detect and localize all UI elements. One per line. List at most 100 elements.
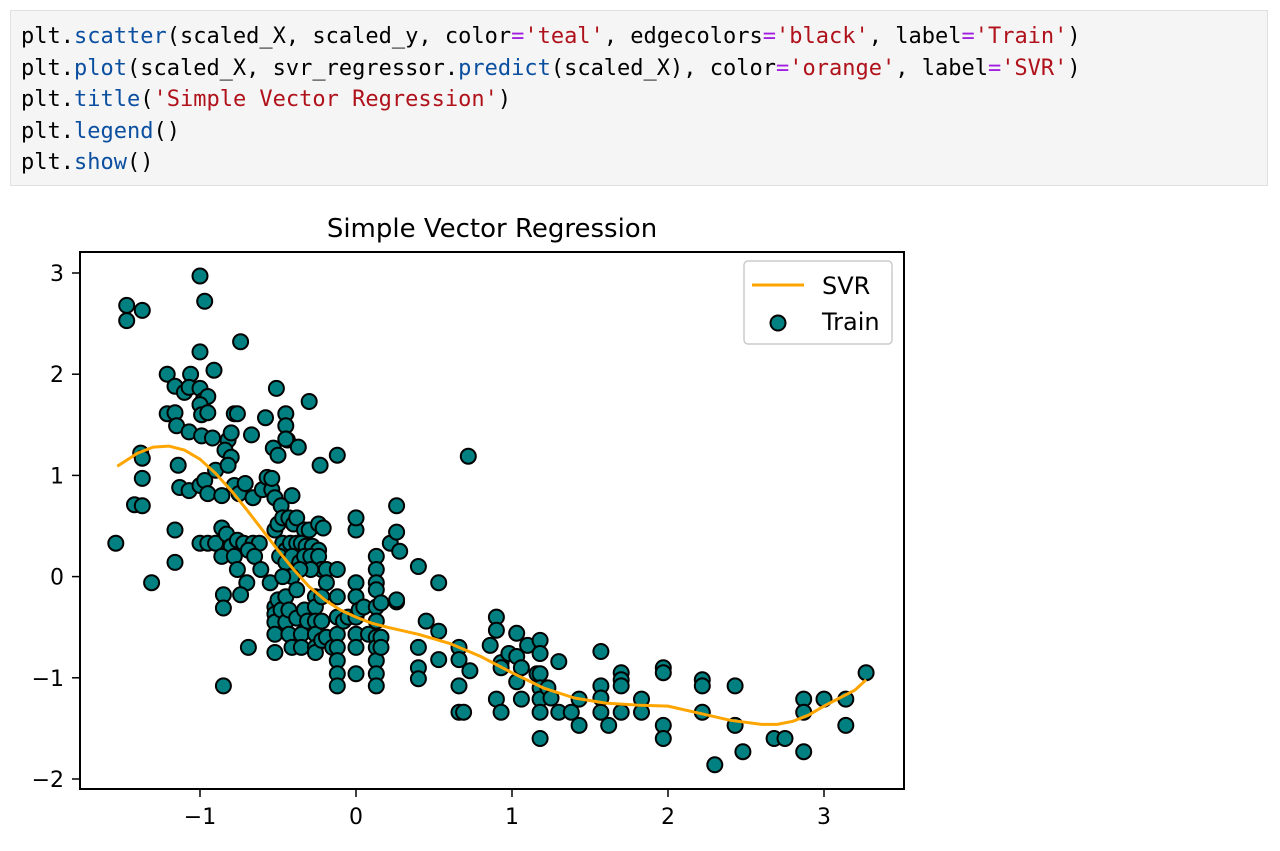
train-point [430, 622, 448, 640]
code-token: , edgecolors [603, 24, 763, 49]
x-tick-label: −1 [184, 805, 216, 830]
train-point [289, 438, 307, 456]
code-token: ( [140, 87, 154, 112]
code-token: () [153, 118, 180, 144]
svr-line [116, 444, 868, 726]
legend: SVR Train [743, 260, 893, 345]
train-point [252, 561, 270, 578]
train-scatter-series [107, 267, 875, 774]
train-point [213, 487, 231, 505]
matplotlib-figure: Simple Vector Regression −1 0 1 2 3 −2 −1 0 1 2 3… [0, 195, 1280, 846]
train-point [314, 519, 332, 537]
code-token: predict [458, 55, 551, 81]
train-point [107, 534, 125, 552]
train-point [654, 730, 672, 747]
train-point [372, 638, 390, 656]
code-token: = [776, 55, 790, 81]
code-token: (scaled_X, svr_regressor. [126, 55, 459, 81]
code-line: plt.plot(scaled_X, svr_regressor.predict… [21, 53, 1267, 85]
train-point [612, 703, 630, 721]
code-token: 'SVR' [1001, 55, 1068, 81]
code-line: plt.legend() [21, 116, 1267, 148]
x-tick-label: 2 [661, 805, 675, 830]
train-point [388, 497, 406, 515]
train-point [857, 664, 875, 682]
code-line: plt.show() [21, 147, 1267, 179]
train-point [461, 662, 479, 680]
figure-background [0, 195, 1280, 846]
train-point [133, 469, 151, 487]
train-point [313, 612, 331, 630]
train-point [199, 404, 217, 422]
x-tick-label: 1 [505, 805, 519, 830]
train-point [372, 594, 390, 612]
train-point [283, 487, 301, 505]
y-tick-label: 3 [50, 262, 64, 287]
train-point [274, 568, 292, 586]
train-point [236, 475, 254, 492]
train-point [328, 446, 346, 464]
code-token: ) [1067, 24, 1081, 49]
code-token: 'black' [776, 24, 869, 49]
code-token: legend [73, 118, 154, 144]
train-point [531, 665, 549, 683]
train-point [214, 677, 232, 695]
train-point [228, 561, 246, 578]
train-point [292, 638, 310, 656]
code-token: 'Train' [974, 24, 1068, 49]
train-point [118, 312, 136, 330]
y-tick-label: 2 [50, 363, 64, 388]
train-point [232, 586, 250, 604]
code-token: plt. [21, 24, 74, 49]
axes-frame [79, 251, 905, 790]
train-point [409, 670, 427, 688]
code-token: ) [497, 87, 512, 112]
train-point [409, 638, 427, 656]
train-point [430, 651, 448, 669]
train-point [133, 301, 151, 319]
code-cell[interactable]: plt.scatter(scaled_X, scaled_y, color='t… [10, 10, 1268, 186]
train-point [317, 574, 335, 592]
train-point [239, 638, 257, 656]
train-point [277, 430, 295, 448]
train-point [328, 561, 346, 578]
train-point [328, 588, 346, 606]
code-token: = [987, 55, 1002, 81]
legend-marker-icon [769, 314, 787, 332]
train-point [417, 612, 435, 630]
train-point [133, 497, 151, 515]
train-point [143, 574, 161, 592]
y-tick-label: 0 [50, 566, 64, 591]
train-point [508, 624, 526, 642]
train-point [592, 643, 610, 660]
train-point [388, 523, 406, 541]
train-point [347, 574, 365, 592]
train-point [257, 409, 274, 427]
y-tick-label: −2 [32, 768, 64, 793]
train-point [263, 469, 281, 487]
train-point [205, 361, 223, 379]
train-point [219, 456, 237, 474]
train-point [266, 625, 284, 643]
train-point [266, 644, 284, 661]
train-point [481, 636, 499, 654]
train-point [158, 365, 176, 383]
train-point [430, 574, 448, 592]
train-point [776, 730, 794, 747]
code-token: , label [868, 24, 962, 49]
train-point [706, 756, 724, 774]
train-point [562, 703, 580, 721]
train-point [196, 292, 214, 310]
train-point [118, 296, 136, 314]
train-point [347, 509, 365, 527]
code-token: plt. [21, 150, 74, 175]
train-point [166, 521, 184, 539]
code-token: title [73, 87, 141, 112]
train-point [550, 653, 568, 671]
train-point [512, 659, 530, 677]
plot-area: −1 0 1 2 3 −2 −1 0 1 2 3 [32, 251, 905, 830]
train-point [409, 558, 427, 575]
train-point [531, 645, 549, 662]
train-point [222, 424, 240, 442]
train-point [654, 664, 672, 682]
